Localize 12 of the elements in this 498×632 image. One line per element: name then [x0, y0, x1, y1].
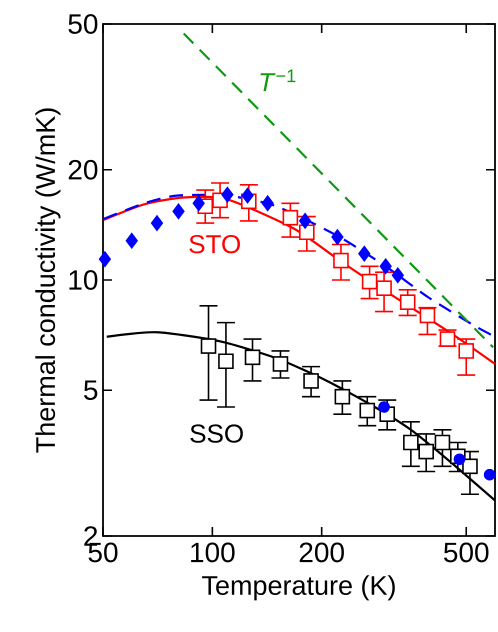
series-label: STO: [189, 234, 240, 254]
y-tick-label: 20: [68, 160, 98, 180]
x-tick-label: 100: [191, 542, 235, 562]
x-tick-label: 200: [300, 542, 344, 562]
y-tick-label: 10: [69, 270, 98, 290]
x-tick-label: 500: [444, 542, 488, 562]
y-axis-title: Thermal conductivity (W/mK): [35, 108, 60, 453]
y-tick-label: 5: [84, 380, 98, 400]
series-label: T$^{−1}$: [260, 70, 296, 92]
x-axis-title: Temperature (K): [202, 575, 395, 600]
y-tick-label: 50: [68, 14, 98, 34]
text: SSO: [190, 424, 243, 443]
